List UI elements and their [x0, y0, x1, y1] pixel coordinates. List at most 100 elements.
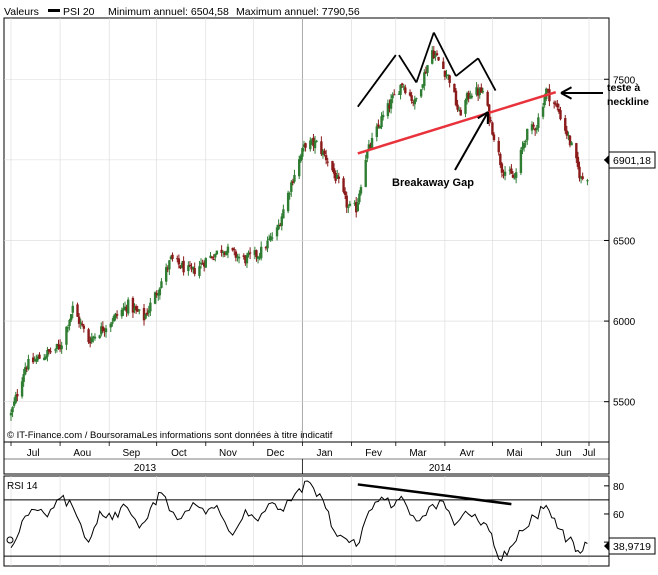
candle-body — [182, 261, 184, 272]
price-tick-label: 5500 — [613, 398, 636, 409]
month-label: Jun — [556, 448, 572, 459]
candle-body — [198, 266, 200, 276]
candle-body — [327, 162, 329, 163]
candle-body — [315, 141, 317, 142]
month-label: Aou — [73, 448, 91, 459]
candle-body — [567, 135, 569, 136]
candle-body — [344, 191, 346, 195]
month-label: Avr — [460, 448, 475, 459]
candle-body — [380, 116, 382, 127]
candle-body — [325, 155, 327, 160]
candle-body — [414, 99, 416, 104]
candle-body — [144, 314, 146, 318]
candle-body — [11, 407, 13, 412]
price-tick-label: 6000 — [613, 317, 636, 328]
candle-body — [243, 255, 245, 257]
candle-body — [399, 85, 401, 95]
rsi-panel: 406080 RSI 14 38,9719 — [4, 476, 655, 566]
candle-body — [10, 413, 12, 416]
candle-body — [499, 154, 501, 165]
candle-body — [415, 98, 417, 99]
candle-body — [537, 117, 539, 128]
candle-body — [205, 258, 207, 267]
price-tick-label: 6500 — [613, 236, 636, 247]
candle-body — [289, 193, 291, 194]
candle-body — [22, 374, 24, 382]
candle-body — [559, 110, 561, 119]
candle-body — [501, 164, 503, 173]
candle-body — [94, 337, 96, 339]
candle-body — [586, 180, 588, 181]
candle-body — [32, 358, 34, 363]
candle-body — [409, 92, 411, 95]
series-legend-swatch — [48, 9, 60, 12]
candle-body — [510, 169, 512, 174]
candle-body — [520, 150, 522, 173]
candle-body — [448, 75, 450, 83]
candle-body — [60, 346, 62, 350]
candle-body — [360, 187, 362, 193]
candle-body — [515, 172, 517, 178]
candle-body — [410, 95, 412, 101]
candle-body — [486, 92, 488, 106]
candle-body — [266, 241, 268, 249]
last-price-value: 6901,18 — [613, 155, 651, 167]
candle-body — [342, 178, 344, 192]
candle-body — [382, 115, 384, 117]
candle-body — [536, 128, 538, 130]
candle-body — [464, 100, 466, 114]
candle-body — [293, 175, 295, 182]
candle-body — [48, 349, 50, 351]
candle-body — [149, 303, 151, 312]
candle-body — [357, 202, 359, 211]
candle-body — [490, 120, 492, 121]
copyright-notice: © IT-Finance.com / BoursoramaLes informa… — [7, 430, 333, 441]
rsi-last-value: 38,9719 — [613, 541, 651, 553]
candle-body — [111, 322, 113, 324]
candle-body — [171, 255, 173, 259]
candle-body — [168, 260, 170, 269]
candle-body — [110, 324, 112, 328]
candle-body — [493, 135, 495, 140]
chart-header: Valeurs PSI 20 Minimum annuel: 6504,58 M… — [4, 6, 360, 18]
candle-body — [246, 255, 248, 263]
candle-body — [358, 194, 360, 202]
candle-body — [72, 306, 74, 313]
candle-body — [290, 182, 292, 192]
candle-body — [556, 103, 558, 107]
candle-body — [323, 151, 325, 154]
rsi-last-value-badge: 38,9719 — [604, 538, 655, 554]
candle-body — [542, 107, 544, 117]
candle-body — [564, 118, 566, 131]
month-label: Mar — [409, 448, 427, 459]
rsi-tick-label: 60 — [613, 510, 625, 521]
year-label-2013: 2013 — [134, 463, 157, 474]
rsi-plot-frame — [4, 476, 609, 566]
month-label: Mai — [507, 448, 523, 459]
candle-body — [160, 281, 162, 288]
month-label: Fev — [365, 448, 382, 459]
annual-maximum-label: Maximum annuel: 7790,56 — [236, 6, 360, 18]
breakaway-gap-label: Breakaway Gap — [392, 177, 474, 189]
annual-minimum-label: Minimum annuel: 6504,58 — [108, 6, 229, 18]
candle-body — [581, 176, 583, 179]
candle-body — [338, 177, 340, 179]
candle-body — [553, 102, 555, 103]
candle-body — [27, 359, 29, 369]
candle-body — [577, 157, 579, 167]
month-label: Jul — [583, 448, 596, 459]
candle-body — [566, 131, 568, 136]
candle-body — [403, 86, 405, 87]
candle-body — [260, 247, 262, 258]
candle-body — [76, 304, 78, 316]
price-panel: 55006000650070007500 teste à neckline Br… — [4, 18, 655, 442]
candle-body — [70, 314, 72, 320]
candle-body — [455, 91, 457, 105]
candle-body — [365, 160, 367, 187]
candle-body — [67, 327, 69, 328]
candle-body — [314, 141, 316, 148]
candle-body — [471, 96, 473, 98]
